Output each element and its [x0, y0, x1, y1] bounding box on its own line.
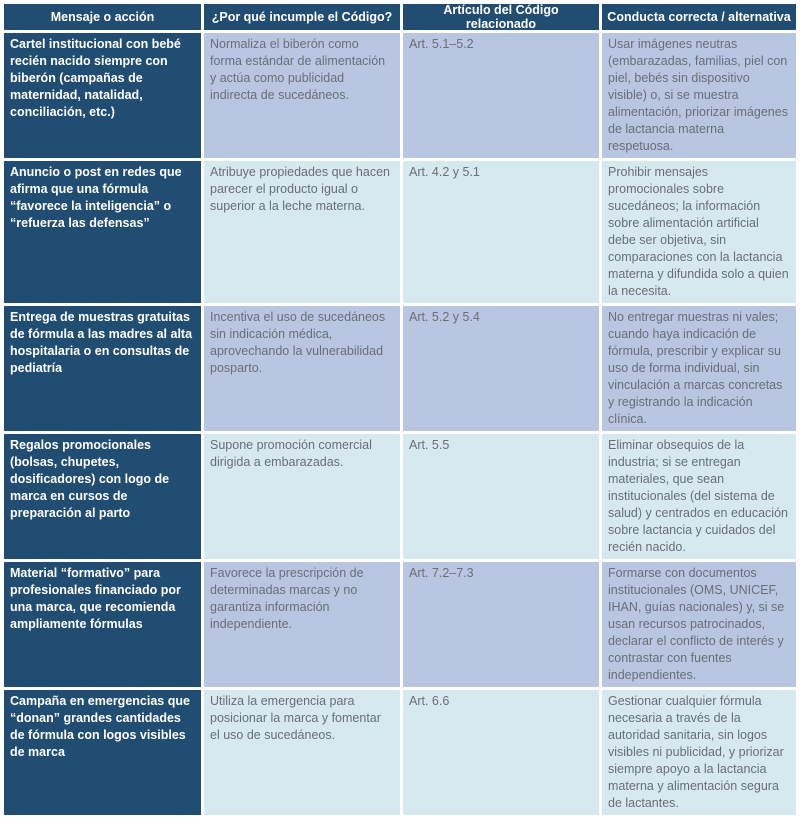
cell-por-que: Favorece la prescripción de determinadas…: [204, 562, 400, 687]
row-header-mensaje: Anuncio o post en redes que afirma que u…: [4, 161, 201, 303]
page: Mensaje o acción ¿Por qué incumple el Có…: [4, 4, 796, 815]
column-header-mensaje: Mensaje o acción: [4, 4, 201, 30]
cell-articulo: Art. 5.1–5.2: [403, 33, 599, 158]
cell-conducta: Eliminar obsequios de la industria; si s…: [602, 434, 796, 559]
cell-conducta: Usar imágenes neutras (embarazadas, fami…: [602, 33, 796, 158]
cell-conducta: Formarse con documentos institucionales …: [602, 562, 796, 687]
cell-por-que: Normaliza el biberón como forma estándar…: [204, 33, 400, 158]
row-header-mensaje: Regalos promocionales (bolsas, chupetes,…: [4, 434, 201, 559]
cell-articulo: Art. 6.6: [403, 690, 599, 815]
cell-articulo: Art. 7.2–7.3: [403, 562, 599, 687]
cell-articulo: Art. 4.2 y 5.1: [403, 161, 599, 303]
cell-conducta: Prohibir mensajes promocionales sobre su…: [602, 161, 796, 303]
cell-por-que: Supone promoción comercial dirigida a em…: [204, 434, 400, 559]
cell-articulo: Art. 5.5: [403, 434, 599, 559]
cell-por-que: Incentiva el uso de sucedáneos sin indic…: [204, 306, 400, 431]
cell-por-que: Utiliza la emergencia para posicionar la…: [204, 690, 400, 815]
cell-conducta: Gestionar cualquier fórmula necesaria a …: [602, 690, 796, 815]
row-header-mensaje: Cartel institucional con bebé recién nac…: [4, 33, 201, 158]
row-header-mensaje: Campaña en emergencias que “donan” grand…: [4, 690, 201, 815]
row-header-mensaje: Material “formativo” para profesionales …: [4, 562, 201, 687]
cell-por-que: Atribuye propiedades que hacen parecer e…: [204, 161, 400, 303]
row-header-mensaje: Entrega de muestras gratuitas de fórmula…: [4, 306, 201, 431]
column-header-conducta: Conducta correcta / alternativa: [602, 4, 796, 30]
cell-articulo: Art. 5.2 y 5.4: [403, 306, 599, 431]
column-header-por-que: ¿Por qué incumple el Código?: [204, 4, 400, 30]
column-header-articulo: Artículo del Código relacionado: [403, 4, 599, 30]
cell-conducta: No entregar muestras ni vales; cuando ha…: [602, 306, 796, 431]
